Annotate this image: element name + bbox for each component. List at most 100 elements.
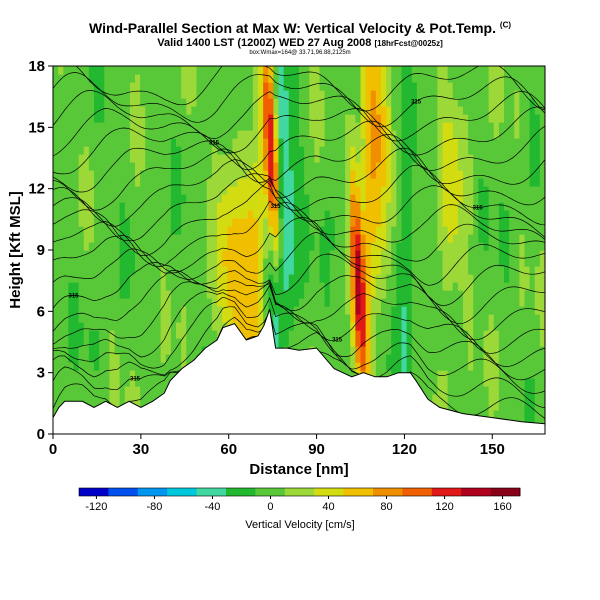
velocity-cell	[509, 394, 515, 403]
velocity-cell	[227, 106, 233, 115]
velocity-cell	[514, 394, 520, 403]
velocity-cell	[493, 242, 500, 251]
velocity-cell	[452, 98, 459, 107]
velocity-cell	[165, 330, 172, 339]
velocity-cell	[104, 386, 110, 395]
velocity-cell	[217, 202, 223, 211]
velocity-cell	[119, 242, 126, 251]
velocity-cell	[406, 290, 413, 299]
velocity-cell	[114, 370, 121, 379]
velocity-cell	[488, 226, 495, 235]
velocity-cell	[114, 202, 121, 211]
velocity-cell	[350, 90, 356, 99]
velocity-cell	[427, 378, 433, 387]
velocity-cell	[114, 290, 121, 299]
velocity-cell	[83, 266, 90, 275]
velocity-cell	[509, 98, 515, 107]
velocity-cell	[150, 346, 157, 355]
velocity-cell	[529, 338, 536, 347]
velocity-cell	[129, 130, 136, 139]
velocity-cell	[375, 330, 382, 339]
velocity-cell	[329, 98, 336, 107]
velocity-cell	[498, 210, 505, 219]
velocity-cell	[88, 98, 95, 107]
velocity-cell	[386, 274, 392, 283]
velocity-cell	[468, 226, 474, 235]
velocity-cell	[401, 266, 408, 275]
velocity-cell	[104, 378, 110, 387]
velocity-cell	[160, 338, 167, 347]
velocity-cell	[124, 130, 131, 139]
velocity-cell	[124, 346, 131, 355]
velocity-cell	[457, 74, 464, 83]
velocity-cell	[293, 338, 300, 347]
velocity-cell	[498, 82, 505, 91]
velocity-cell	[237, 122, 244, 131]
velocity-cell	[519, 162, 526, 171]
velocity-cell	[53, 90, 59, 99]
velocity-cell	[447, 170, 454, 179]
velocity-cell	[283, 298, 290, 307]
velocity-cell	[391, 298, 397, 307]
velocity-cell	[273, 66, 280, 75]
velocity-cell	[186, 258, 192, 267]
velocity-cell	[68, 282, 75, 291]
velocity-cell	[355, 146, 362, 155]
velocity-cell	[478, 98, 485, 107]
velocity-cell	[457, 178, 464, 187]
velocity-cell	[509, 402, 515, 411]
velocity-cell	[504, 258, 510, 267]
velocity-cell	[457, 354, 464, 363]
terrain	[53, 309, 545, 434]
velocity-cell	[206, 274, 213, 283]
velocity-cell	[263, 178, 269, 187]
velocity-cell	[539, 370, 545, 379]
velocity-cell	[314, 226, 321, 235]
velocity-cell	[498, 242, 505, 251]
velocity-cell	[160, 186, 167, 195]
velocity-cell	[534, 122, 541, 131]
velocity-cell	[160, 202, 167, 211]
velocity-cell	[401, 186, 408, 195]
velocity-cell	[406, 210, 413, 219]
velocity-cell	[109, 138, 116, 147]
velocity-cell	[309, 258, 315, 267]
velocity-cell	[124, 226, 131, 235]
velocity-cell	[196, 74, 203, 83]
velocity-cell	[329, 282, 336, 291]
velocity-cell	[109, 202, 116, 211]
velocity-cell	[391, 90, 397, 99]
velocity-cell	[370, 202, 377, 211]
velocity-cell	[391, 338, 397, 347]
velocity-cell	[176, 266, 182, 275]
velocity-cell	[83, 346, 90, 355]
isentrope-label: 315	[209, 141, 220, 147]
velocity-cell	[94, 250, 100, 259]
velocity-cell	[278, 90, 285, 99]
velocity-cell	[211, 186, 218, 195]
velocity-cell	[457, 234, 464, 243]
velocity-cell	[150, 146, 157, 155]
velocity-cell	[217, 242, 223, 251]
velocity-cell	[309, 338, 315, 347]
velocity-cell	[293, 330, 300, 339]
velocity-cell	[88, 378, 95, 387]
velocity-cell	[457, 138, 464, 147]
velocity-cell	[78, 66, 85, 75]
velocity-cell	[170, 370, 177, 379]
velocity-cell	[386, 138, 392, 147]
velocity-cell	[534, 66, 541, 75]
velocity-cell	[155, 66, 162, 75]
velocity-cell	[386, 314, 392, 323]
velocity-cell	[360, 314, 367, 323]
velocity-cell	[519, 290, 526, 299]
velocity-cell	[447, 66, 454, 75]
velocity-cell	[283, 162, 290, 171]
velocity-cell	[114, 362, 121, 371]
velocity-cell	[53, 362, 59, 371]
velocity-cell	[73, 114, 80, 123]
velocity-cell	[447, 186, 454, 195]
velocity-cell	[160, 242, 167, 251]
velocity-cell	[135, 354, 141, 363]
velocity-cell	[196, 218, 203, 227]
